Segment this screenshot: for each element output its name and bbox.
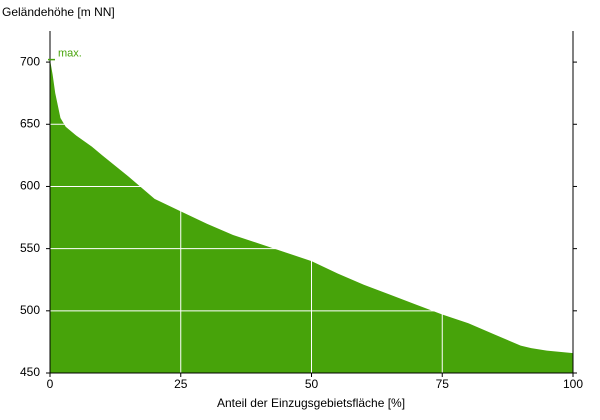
y-tick-label: 450 xyxy=(20,365,40,379)
x-axis-label: Anteil der Einzugsgebietsfläche [%] xyxy=(217,396,405,410)
x-tick-label: 25 xyxy=(174,377,188,391)
y-tick-label: 600 xyxy=(20,179,40,193)
y-tick-label: 550 xyxy=(20,241,40,255)
x-tick-label: 50 xyxy=(305,377,319,391)
x-tick-label: 0 xyxy=(47,377,54,391)
y-tick-label: 500 xyxy=(20,303,40,317)
y-axis-label: Geländehöhe [m NN] xyxy=(2,5,115,19)
x-tick-label: 75 xyxy=(436,377,450,391)
x-tick-label: 100 xyxy=(563,377,583,391)
annotation: max. xyxy=(58,48,82,60)
y-tick-label: 650 xyxy=(20,116,40,130)
y-tick-label: 700 xyxy=(20,54,40,68)
